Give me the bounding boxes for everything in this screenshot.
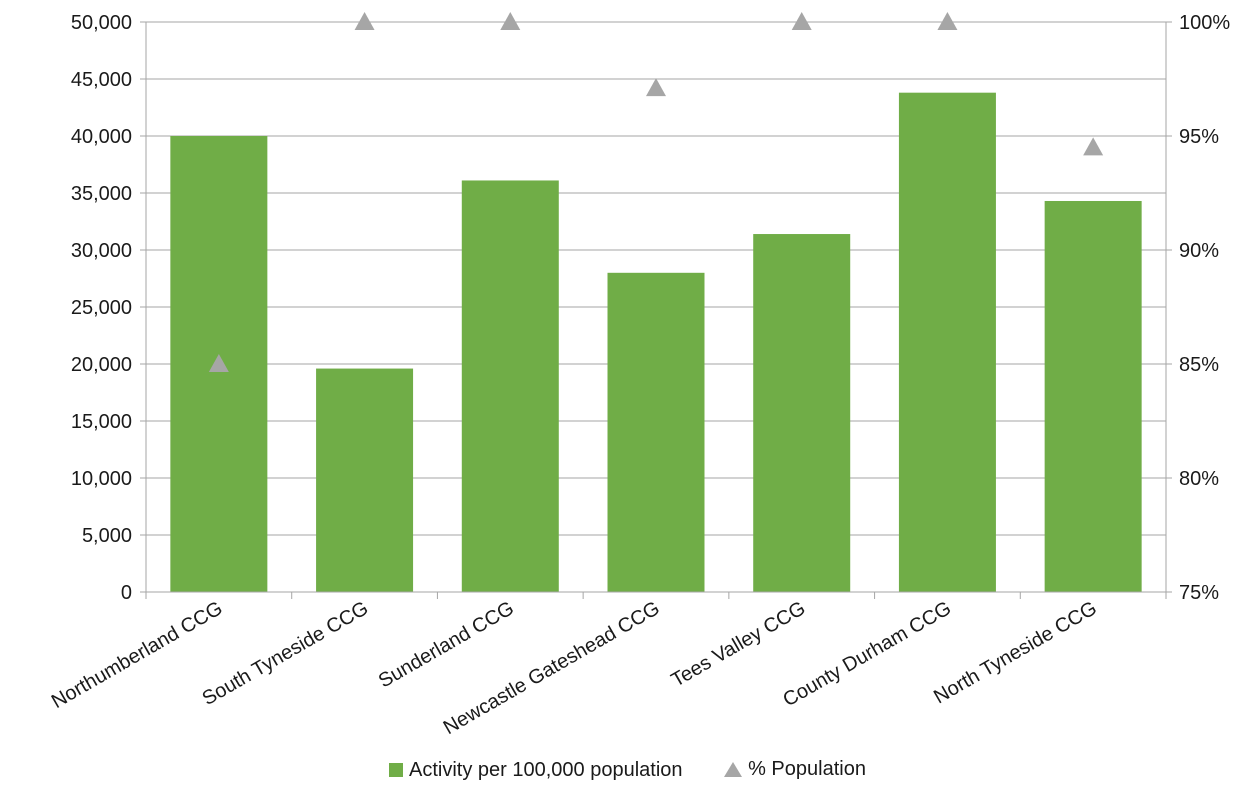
bar	[898, 92, 996, 593]
left-tick-label: 10,000	[71, 468, 132, 490]
category-label: Northumberland CCG	[48, 597, 227, 713]
legend-item-markers: % Population	[724, 758, 866, 781]
left-tick-label: 0	[121, 582, 132, 604]
category-label: Sunderland CCG	[375, 597, 518, 692]
bar	[753, 234, 851, 593]
left-axis-ticks: 0 5,000 10,000 15,000 20,000 25,000 30,000 35,0…	[71, 12, 132, 604]
legend-label-markers: % Population	[748, 758, 866, 780]
triangle-marker	[791, 12, 812, 30]
triangle-marker	[354, 12, 375, 30]
legend-swatch-square-icon	[389, 763, 404, 777]
right-tick-label: 90%	[1179, 240, 1219, 262]
left-tick-label: 50,000	[71, 12, 132, 34]
left-tick-label: 40,000	[71, 126, 132, 148]
right-tick-label: 80%	[1179, 468, 1219, 490]
category-label: Tees Valley CCG	[668, 597, 810, 691]
triangle-marker	[500, 12, 521, 30]
triangle-marker	[937, 12, 958, 30]
chart: 0 5,000 10,000 15,000 20,000 25,000 30,000 35,0…	[48, 12, 1230, 739]
bar	[1044, 200, 1142, 593]
legend: Activity per 100,000 population % Popula…	[0, 758, 1255, 783]
legend-label-bars: Activity per 100,000 population	[409, 758, 683, 781]
left-tick-label: 45,000	[71, 69, 132, 91]
bars	[170, 92, 1142, 593]
right-axis-ticks: 75% 80% 85% 90% 95% 100%	[1179, 12, 1230, 604]
right-tick-label: 75%	[1179, 582, 1219, 604]
left-tick-label: 20,000	[71, 354, 132, 376]
left-tick-label: 15,000	[71, 411, 132, 433]
triangle-marker	[208, 354, 229, 372]
left-tick-label: 30,000	[71, 240, 132, 262]
axes	[140, 21, 1172, 599]
right-tick-label: 85%	[1179, 354, 1219, 376]
bar	[607, 272, 705, 592]
left-tick-label: 35,000	[71, 183, 132, 205]
bar	[316, 368, 414, 592]
triangle-marker	[646, 78, 666, 97]
left-tick-label: 5,000	[82, 525, 132, 547]
legend-swatch-triangle-icon	[724, 762, 743, 777]
triangle-marker	[1083, 137, 1104, 156]
category-label: North Tyneside CCG	[930, 597, 1100, 708]
right-tick-label: 95%	[1179, 126, 1219, 148]
left-tick-label: 25,000	[71, 297, 132, 319]
bar	[461, 180, 559, 592]
markers	[208, 12, 1104, 372]
right-tick-label: 100%	[1179, 12, 1230, 34]
legend-item-bars: Activity per 100,000 population	[389, 759, 683, 782]
